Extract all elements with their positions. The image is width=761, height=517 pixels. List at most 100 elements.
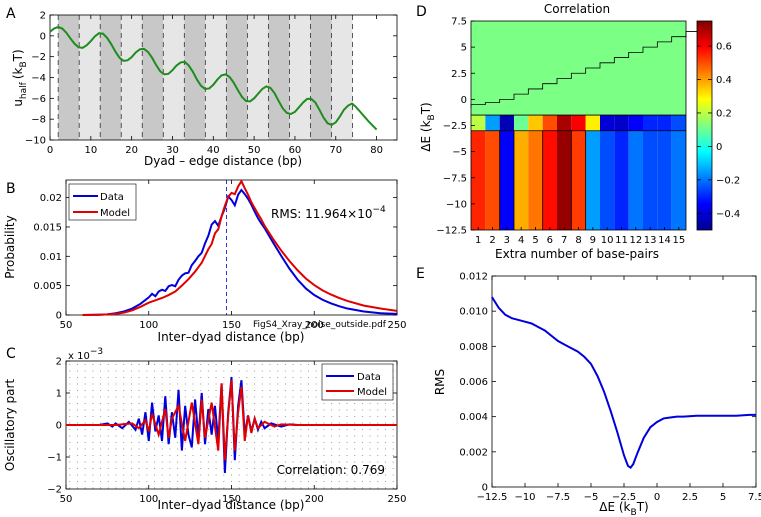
xtick-label: 0	[654, 492, 660, 503]
ytick-label: −10	[25, 136, 46, 147]
panel-c-letter: C	[6, 346, 16, 362]
heatmap-band-cell	[471, 115, 486, 131]
heatmap-band-cell	[671, 115, 686, 131]
xtick-label: −2.5	[612, 492, 636, 503]
panel-a-band	[310, 15, 332, 140]
heatmap-band-cell	[485, 115, 500, 131]
panel-a-band	[100, 15, 122, 140]
ytick-label: 2	[56, 357, 62, 368]
xtick-label: 150	[222, 494, 241, 505]
heatmap-low-cell	[657, 130, 672, 230]
panel-d: D Correlation 1 2 3 4 5 6 7 8 9 10 11 12 13 14 15−12.5…	[416, 2, 740, 261]
ytick-label: 0.012	[459, 272, 488, 283]
panel-d-letter: D	[416, 4, 427, 20]
panel-b-letter: B	[6, 181, 16, 197]
panel-d-colorbar	[696, 20, 713, 231]
panel-b-legend-data: Data	[100, 192, 124, 203]
ytick-label: −2	[47, 485, 62, 496]
panel-b-xlabel: Inter–dyad distance (bp)	[158, 330, 305, 344]
panel-a-band	[58, 15, 80, 140]
panel-e: E −12.5 −10 −7.5 −5 −2.5 0 2.5 5 7.5 0 0.002 0.004 0…	[416, 266, 761, 517]
xtick-label: 10	[84, 145, 97, 156]
heatmap-low-cell	[499, 130, 514, 230]
panel-b-data-curve	[82, 188, 398, 316]
panel-d-ylabel: ΔE (kBT)	[419, 102, 437, 151]
ytick-label: 0.005	[33, 281, 62, 292]
panel-b-rms-annotation: RMS: 11.964×10−4	[271, 205, 386, 221]
panel-a-band	[142, 15, 164, 140]
panel-b-model-curve	[82, 179, 398, 316]
panel-b-legend: Data Model	[68, 183, 137, 221]
heatmap-band-cell	[528, 115, 543, 131]
xtick-label: 12	[629, 235, 642, 246]
heatmap-low-cell	[571, 130, 586, 230]
panel-c-ylabel: Oscillatory part	[3, 379, 17, 471]
heatmap-band-cell	[657, 115, 672, 131]
panel-c-multiplier: x 10−3	[68, 347, 103, 362]
heatmap-band-cell	[643, 115, 658, 131]
ytick-label: −2	[31, 52, 46, 63]
heatmap-low-cell	[671, 130, 686, 230]
panel-c-correlation-annotation: Correlation: 0.769	[277, 463, 385, 477]
panel-a-xlabel: Dyad – edge distance (bp)	[144, 154, 302, 168]
panel-b: B 50 100 150 200 250 0 0.005 0.01 0.015 0.02 Data…	[3, 179, 407, 344]
panel-e-letter: E	[416, 266, 425, 282]
xtick-label: 50	[248, 145, 261, 156]
xtick-label: 60	[289, 145, 302, 156]
panel-e-ylabel: RMS	[433, 369, 447, 395]
panel-c-xlabel: Inter–dyad distance (bp)	[158, 498, 305, 512]
xtick-label: 0	[47, 145, 53, 156]
panel-a-letter: A	[6, 6, 16, 22]
xtick-label: 70	[329, 145, 342, 156]
panel-c-legend: Data Model	[321, 363, 394, 401]
panel-d-title: Correlation	[544, 2, 610, 16]
xtick-label: 150	[222, 320, 241, 331]
xtick-label: 50	[60, 320, 73, 331]
ytick-label: −7.5	[443, 173, 467, 184]
xtick-label: 50	[60, 494, 73, 505]
panel-b-legend-model: Model	[100, 208, 130, 219]
heatmap-band-cell	[557, 115, 572, 131]
xtick-label: 40	[207, 145, 220, 156]
xtick-label: 20	[125, 145, 138, 156]
ytick-label: 0.015	[33, 222, 62, 233]
colorbar-tick-label: 0.4	[716, 75, 732, 86]
xtick-label: −5	[584, 492, 599, 503]
heatmap-low-cell	[628, 130, 643, 230]
heatmap-contour-upper	[470, 31, 701, 108]
xtick-label: 9	[590, 235, 596, 246]
panel-e-xlabel: ΔE (kBT)	[599, 500, 648, 517]
panel-c-model-curve	[66, 380, 397, 461]
ytick-label: 7.5	[451, 17, 467, 28]
ytick-label: 0.010	[459, 307, 488, 318]
panel-d-xlabel: Extra number of base-pairs	[495, 247, 659, 261]
heatmap-band-cell	[514, 115, 529, 131]
panel-a-band	[289, 15, 311, 140]
xtick-label: 100	[139, 320, 158, 331]
heatmap-low-cell	[485, 130, 500, 230]
panel-c: C 50 100 150 200 250 −2 −1 0 1 2 x 10−3 Data Mode…	[3, 346, 407, 512]
xtick-label: 80	[370, 145, 383, 156]
xtick-label: 4	[518, 235, 524, 246]
heatmap-low-cell	[643, 130, 658, 230]
xtick-label: 5	[532, 235, 538, 246]
xtick-label: 250	[387, 320, 406, 331]
heatmap-band-cell	[585, 115, 600, 131]
xtick-label: 8	[575, 235, 581, 246]
ytick-label: −8	[31, 115, 46, 126]
ytick-label: −10	[446, 199, 467, 210]
xtick-label: 10	[601, 235, 614, 246]
panel-c-legend-model: Model	[357, 387, 387, 398]
heatmap-low-cell	[600, 130, 615, 230]
panel-a-band	[226, 15, 248, 140]
panel-c-legend-data: Data	[357, 372, 381, 383]
ytick-label: 0	[40, 31, 46, 42]
panel-a-band	[205, 15, 227, 140]
xtick-label: 5	[720, 492, 726, 503]
ytick-label: 0	[482, 483, 488, 494]
heatmap-low-cell	[514, 130, 529, 230]
panel-a-ylabel: uhalf(kBT)	[11, 49, 29, 106]
heatmap-upper-region	[471, 21, 686, 116]
ytick-label: 2	[40, 11, 46, 22]
